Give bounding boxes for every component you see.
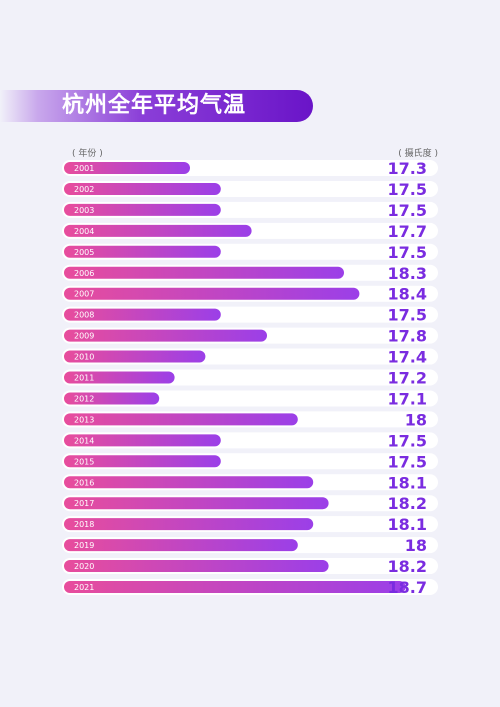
bar xyxy=(64,245,221,258)
value-label: 18.2 xyxy=(388,494,427,513)
value-label: 17.5 xyxy=(388,243,427,262)
bar xyxy=(64,182,221,195)
value-label: 18 xyxy=(405,410,427,429)
bar xyxy=(64,350,206,363)
value-label: 17.5 xyxy=(388,201,427,220)
bar xyxy=(64,287,360,300)
bar xyxy=(64,518,314,531)
bar xyxy=(64,329,267,342)
year-label: 2019 xyxy=(74,541,94,550)
year-label: 2012 xyxy=(74,394,94,403)
bar xyxy=(64,497,329,510)
year-label: 2015 xyxy=(74,457,94,466)
value-label: 18.3 xyxy=(388,264,427,283)
year-label: 2011 xyxy=(74,374,94,383)
year-label: 2006 xyxy=(74,269,94,278)
bar xyxy=(64,560,329,573)
title-banner xyxy=(0,90,313,122)
year-label: 2018 xyxy=(74,520,94,529)
year-label: 2003 xyxy=(74,206,94,215)
year-label: 2020 xyxy=(74,562,94,571)
value-label: 17.5 xyxy=(388,306,427,325)
value-label: 17.4 xyxy=(388,348,427,367)
year-axis-caption: ( 年份 ) xyxy=(72,149,103,159)
value-label: 17.3 xyxy=(388,159,427,178)
year-label: 2002 xyxy=(74,185,94,194)
value-label: 18 xyxy=(405,536,427,555)
bar xyxy=(64,371,175,384)
value-label: 18.2 xyxy=(388,557,427,576)
value-label: 17.5 xyxy=(388,452,427,471)
year-label: 2007 xyxy=(74,290,94,299)
value-label: 18.1 xyxy=(388,515,427,534)
year-label: 2017 xyxy=(74,499,94,508)
bar xyxy=(64,162,190,174)
value-label: 17.2 xyxy=(388,369,427,388)
value-label: 17.5 xyxy=(388,180,427,199)
year-label: 2005 xyxy=(74,248,94,257)
year-label: 2021 xyxy=(74,583,94,592)
bar xyxy=(64,455,221,468)
bar xyxy=(64,203,221,216)
year-label: 2016 xyxy=(74,478,94,487)
bar xyxy=(64,581,406,593)
value-label: 17.8 xyxy=(388,327,427,346)
bar xyxy=(64,413,298,426)
value-label: 17.1 xyxy=(388,389,427,408)
value-label: 17.7 xyxy=(388,222,427,241)
bar xyxy=(64,224,252,237)
value-label: 18.1 xyxy=(388,473,427,492)
year-label: 2004 xyxy=(74,227,94,236)
unit-caption: ( 摄氏度 ) xyxy=(398,149,438,159)
bar xyxy=(64,434,221,447)
year-label: 2013 xyxy=(74,415,94,424)
year-label: 2001 xyxy=(74,164,94,173)
year-label: 2009 xyxy=(74,332,94,341)
value-label: 18.7 xyxy=(388,578,427,597)
value-label: 17.5 xyxy=(388,431,427,450)
year-label: 2010 xyxy=(74,353,94,362)
bar xyxy=(64,539,298,552)
bar xyxy=(64,308,221,321)
chart-title: 杭州全年平均气温 xyxy=(62,93,247,118)
value-label: 18.4 xyxy=(388,285,427,304)
bar xyxy=(64,266,344,279)
bar xyxy=(64,392,160,405)
year-label: 2014 xyxy=(74,436,94,445)
bar xyxy=(64,476,314,489)
year-label: 2008 xyxy=(74,311,94,320)
